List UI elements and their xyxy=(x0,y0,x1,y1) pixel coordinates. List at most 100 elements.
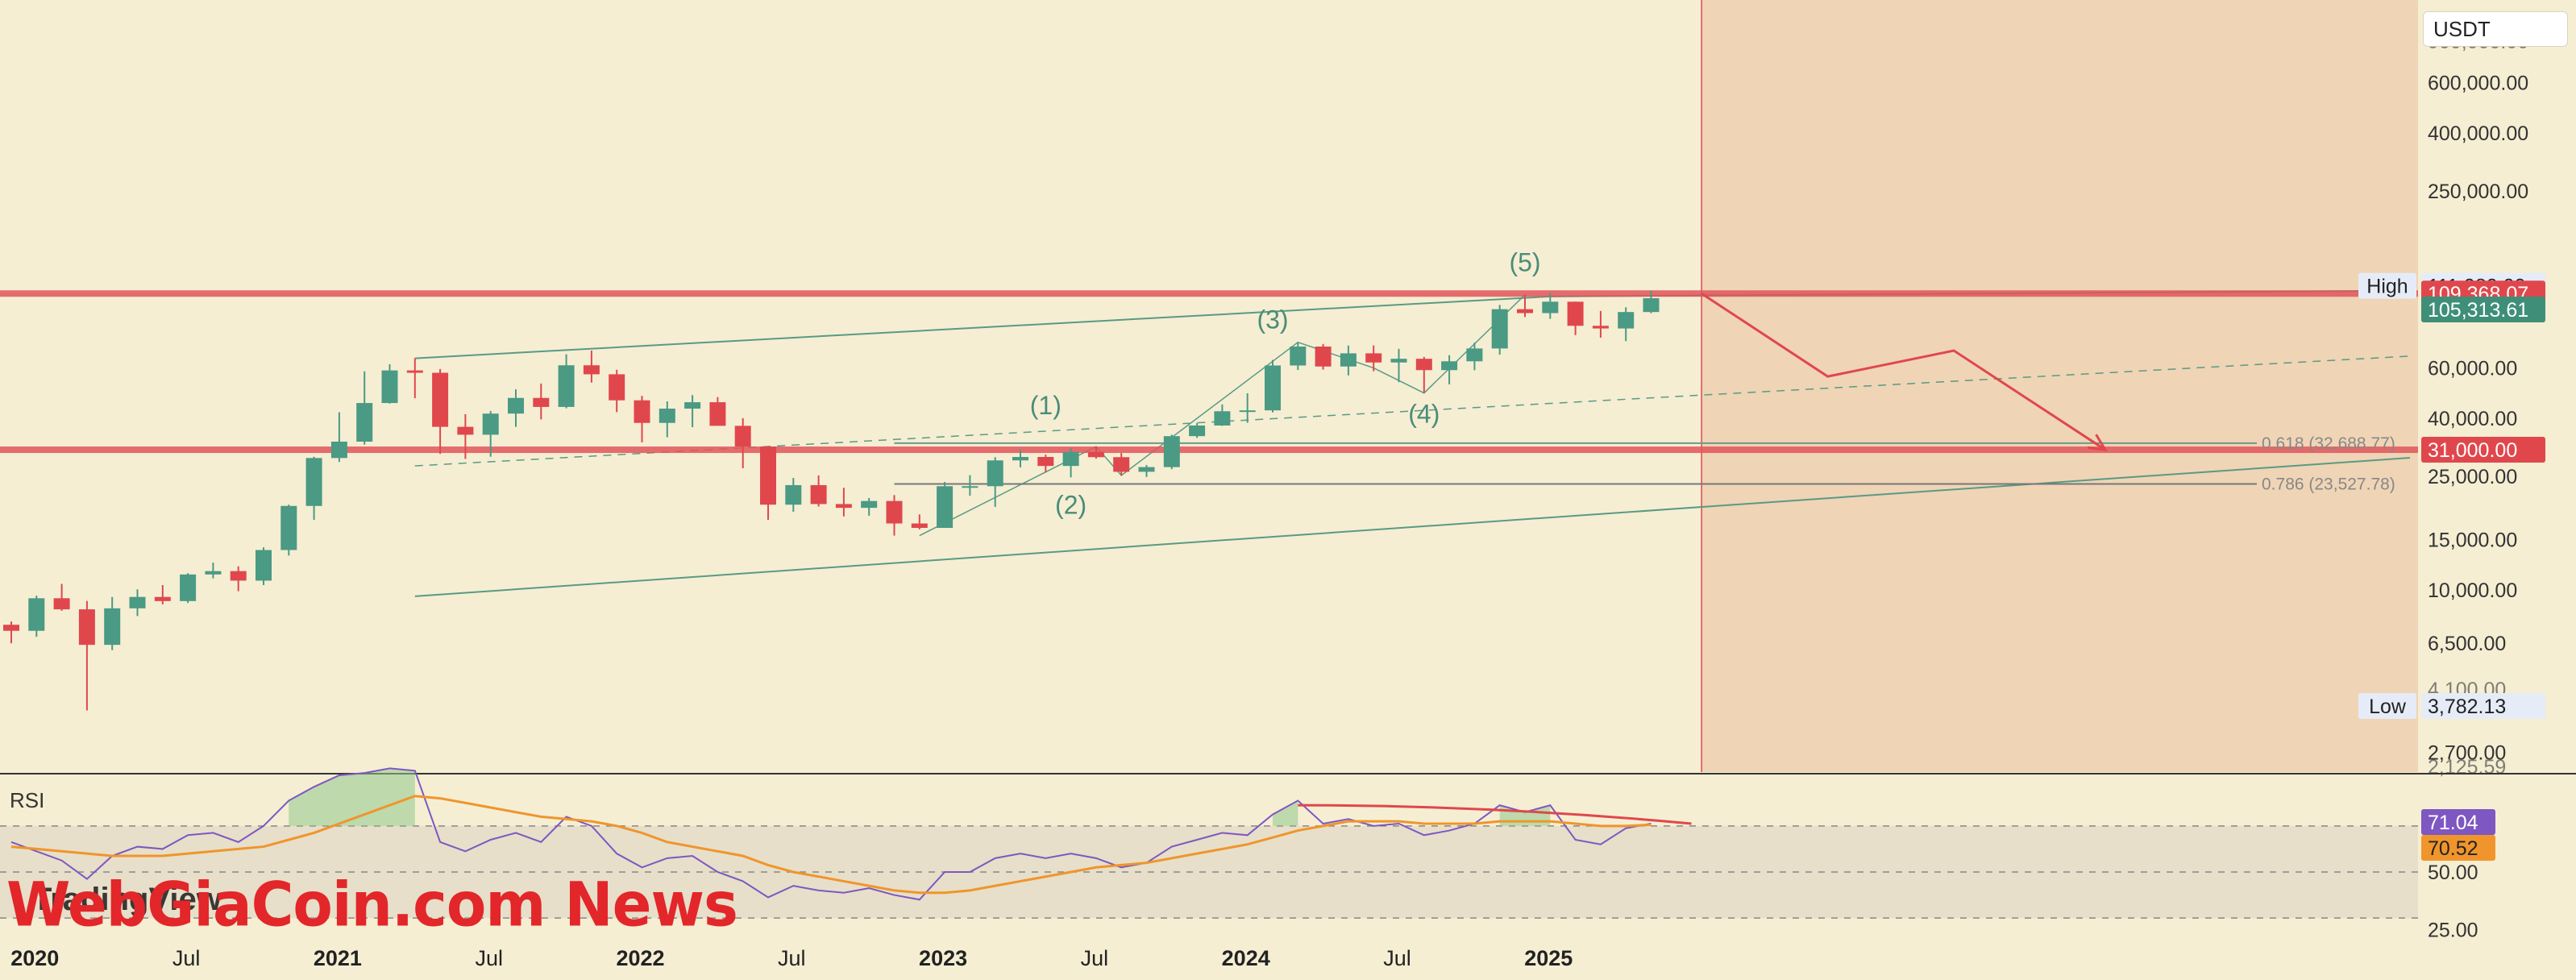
candle-body xyxy=(1618,312,1635,329)
candle-2022-04 xyxy=(709,397,726,426)
price-tag-name-box xyxy=(2358,693,2416,719)
candle-body xyxy=(1365,353,1382,363)
time-tick-0: 2020 xyxy=(10,946,59,970)
candle-2023-06 xyxy=(1062,448,1079,478)
candle-body xyxy=(1087,451,1104,458)
candle-2024-04 xyxy=(1315,343,1332,370)
candle-body xyxy=(457,426,474,435)
candle-2021-07 xyxy=(482,410,499,457)
price-tag-box xyxy=(2421,693,2545,719)
candle-2025-01 xyxy=(1542,293,1559,319)
candle-body xyxy=(810,484,827,505)
candle-2020-12 xyxy=(305,456,322,521)
candle-2022-10 xyxy=(861,497,878,516)
candle-body xyxy=(1315,347,1332,367)
candle-2022-01 xyxy=(634,396,650,442)
candle-body xyxy=(432,372,449,427)
candle-body xyxy=(886,500,903,524)
rsi-tick-0: 50.00 xyxy=(2428,862,2478,884)
candle-2021-08 xyxy=(508,389,524,427)
candle-body xyxy=(28,598,45,631)
candle-2023-10 xyxy=(1163,434,1180,470)
forecast-zone-shade xyxy=(1701,0,2418,772)
candle-2022-11 xyxy=(886,495,903,536)
candle-body xyxy=(583,365,600,375)
candle-body xyxy=(53,598,70,610)
watermark: WebGiaCoin.com News xyxy=(6,868,738,941)
wave-label-5: (5) xyxy=(1509,247,1540,276)
tradingview-logo: TradingView xyxy=(32,882,222,917)
candle-body xyxy=(760,446,776,505)
candle-body xyxy=(1390,359,1407,363)
candle-2021-01 xyxy=(330,412,347,463)
candle-body xyxy=(305,458,322,506)
time-tick-2: 2021 xyxy=(314,946,362,970)
candle-body xyxy=(1012,456,1028,461)
candle-body xyxy=(154,596,171,601)
candle-2025-04 xyxy=(1618,307,1635,342)
candle-2024-03 xyxy=(1290,342,1307,371)
channel-upper-line xyxy=(414,295,1551,359)
forecast-line xyxy=(1701,292,2106,451)
candle-2022-09 xyxy=(835,488,852,517)
candle-body xyxy=(1265,365,1281,411)
price-tick-5: 25,000.00 xyxy=(2428,466,2517,488)
time-tick-1: Jul xyxy=(172,946,201,970)
price-tag-low-4: 3,782.13 Low xyxy=(2358,693,2545,719)
candle-2023-12 xyxy=(1214,404,1231,426)
candle-body xyxy=(356,403,373,442)
candle-2020-01 xyxy=(28,596,45,637)
time-tick-10: 2025 xyxy=(1524,946,1573,970)
candle-2025-02 xyxy=(1567,301,1584,335)
price-tick-1: 400,000.00 xyxy=(2428,122,2528,145)
candle-body xyxy=(1189,425,1206,437)
candle-2022-07 xyxy=(785,477,802,512)
candle-body xyxy=(1491,309,1508,349)
price-tag-last-2: 105,313.61 xyxy=(2421,297,2545,323)
time-axis[interactable]: 2020 Jul 2021 Jul 2022 Jul 2023 Jul 2024 Jul 2025 xyxy=(10,946,1573,970)
candle-body xyxy=(558,365,575,407)
candle-2020-05 xyxy=(129,589,146,617)
rsi-value-label-1: 70.52 xyxy=(2428,837,2478,860)
price-tag-box xyxy=(2421,297,2545,323)
candle-2024-02 xyxy=(1265,359,1281,413)
price-axis[interactable]: 600,000.00 400,000.00 250,000.00 60,000.00 4… xyxy=(2358,31,2545,779)
candle-2020-08 xyxy=(205,563,222,579)
candle-2020-10 xyxy=(256,547,272,585)
candle-2020-03 xyxy=(78,600,95,711)
rsi-tick-1: 25.00 xyxy=(2428,919,2478,941)
candle-2023-01 xyxy=(937,482,954,529)
time-tick-8: 2024 xyxy=(1222,946,1270,970)
rsi-title: RSI xyxy=(10,788,45,812)
time-tick-9: Jul xyxy=(1383,946,1411,970)
candle-2021-09 xyxy=(533,383,550,420)
candle-2021-06 xyxy=(457,413,474,459)
candle-body xyxy=(508,397,524,414)
candle-2024-10 xyxy=(1466,343,1483,371)
rsi-overbought-fill xyxy=(1273,800,1298,826)
rsi-series-0 xyxy=(10,767,1652,901)
candle-2024-01 xyxy=(1239,392,1256,423)
candle-2021-03 xyxy=(381,363,398,404)
currency-selector[interactable]: USDT xyxy=(2423,11,2568,47)
price-tick-3: 60,000.00 xyxy=(2428,358,2517,380)
candle-body xyxy=(381,370,398,404)
rsi-value-label-0: 71.04 xyxy=(2428,812,2478,834)
candle-2022-05 xyxy=(734,417,751,469)
candle-2024-06 xyxy=(1365,345,1382,372)
candle-2020-04 xyxy=(104,596,121,650)
candle-body xyxy=(684,402,701,409)
rsi-series-1 xyxy=(10,795,1652,895)
candle-body xyxy=(1466,348,1483,362)
candle-body xyxy=(835,504,852,509)
candle-body xyxy=(205,571,222,575)
candle-body xyxy=(1517,309,1533,314)
candle-body xyxy=(1163,436,1180,467)
candle-body xyxy=(937,486,954,529)
candle-body xyxy=(1441,361,1458,371)
candle-2020-06 xyxy=(154,584,171,604)
candle-body xyxy=(3,625,19,631)
candle-2025-05 xyxy=(1643,290,1660,314)
